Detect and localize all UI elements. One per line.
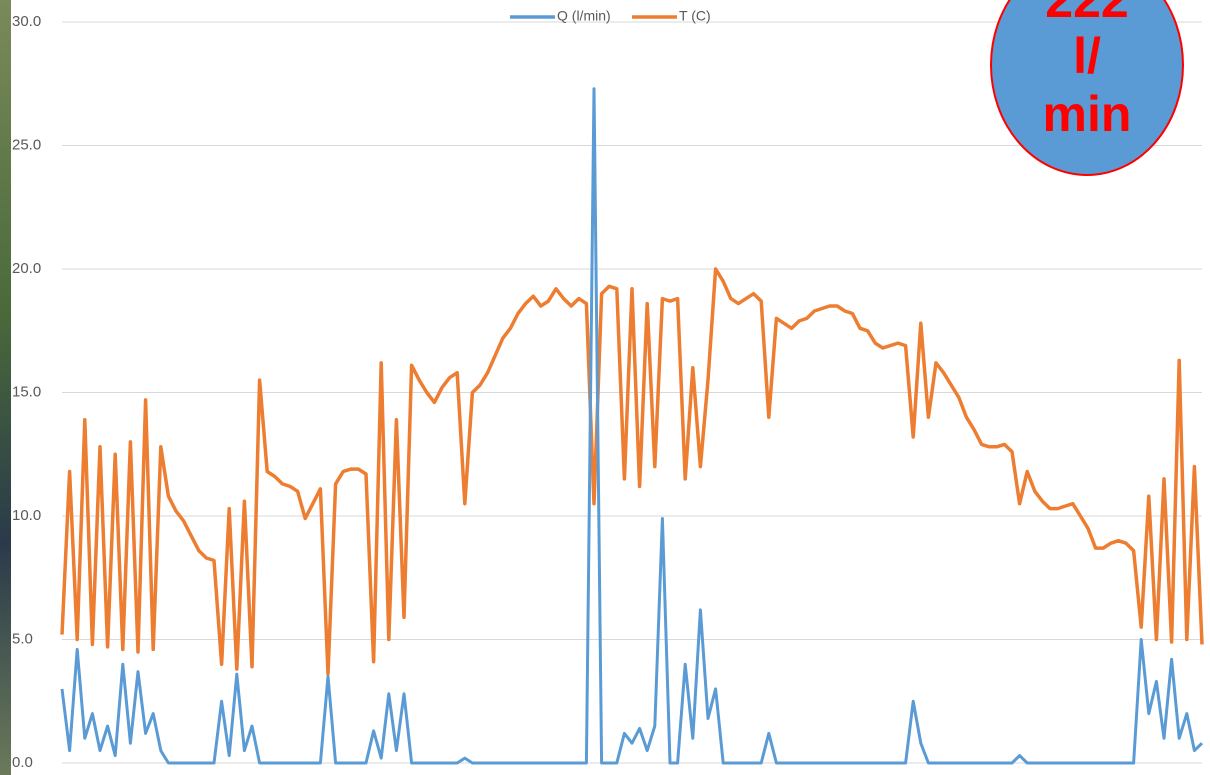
series-line bbox=[60, 267, 1204, 676]
legend-label: T (C) bbox=[679, 8, 711, 24]
y-tick-label: 5.0 bbox=[12, 630, 33, 647]
y-tick-label: 30.0 bbox=[12, 13, 41, 30]
y-tick-label: 10.0 bbox=[12, 507, 41, 524]
y-tick-label: 15.0 bbox=[12, 383, 41, 400]
annotation-text: l/ bbox=[1073, 28, 1101, 84]
y-tick-label: 20.0 bbox=[12, 260, 41, 277]
background-photo-strip bbox=[0, 0, 11, 775]
series-line bbox=[60, 87, 1204, 765]
annotation-text: min bbox=[1043, 86, 1132, 142]
annotation-bubble bbox=[990, 0, 1184, 176]
annotation-text: 222 bbox=[1045, 0, 1128, 28]
y-tick-label: 25.0 bbox=[12, 136, 41, 153]
legend-label: Q (l/min) bbox=[557, 8, 611, 24]
y-tick-label: 0.0 bbox=[12, 754, 33, 771]
